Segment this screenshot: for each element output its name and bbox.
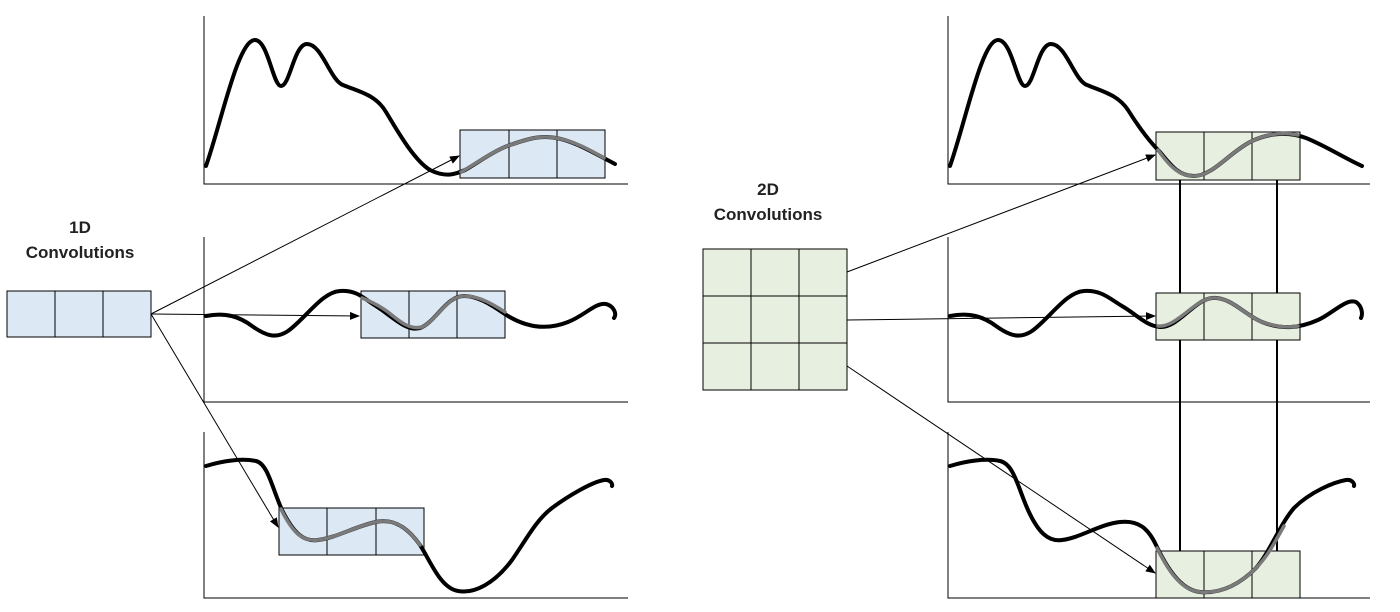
kernel-1d [6, 290, 152, 338]
kernel-2d-cell [750, 295, 800, 344]
window-1d-middle-cell [408, 290, 458, 339]
signal-1d-top-windowed [459, 135, 606, 174]
plot-2d-top [947, 16, 1370, 185]
kernel-2d-cell [798, 248, 848, 297]
plot-1d-top [203, 16, 628, 185]
arrow-1d-to-middle [150, 311, 360, 320]
arrow-1d-to-top [150, 155, 460, 315]
plot-2d-middle [947, 237, 1370, 403]
plot-2d-bottom [947, 432, 1370, 599]
plot-1d-bottom [203, 432, 628, 599]
plot-1d-top-axes [203, 16, 628, 185]
plot-1d-bottom-axes [203, 432, 628, 599]
signal-2d-middle-windowed [1156, 296, 1300, 329]
window-2d-middle-cell [1251, 292, 1301, 341]
kernel-2d-cell [702, 342, 752, 391]
arrow-2d-to-top [846, 154, 1156, 273]
kernel-1d-cell [102, 290, 152, 338]
plot-2d-middle-axes [947, 237, 1370, 403]
kernel-2d [702, 248, 848, 391]
window-2d-top-cell [1251, 131, 1301, 181]
panel-1d: 1D Convolutions [6, 16, 628, 599]
kernel-2d-cell [702, 248, 752, 297]
panel-2d: 2D Convolutions [702, 16, 1370, 599]
kernel-1d-cell [54, 290, 104, 338]
window-2d-bottom-cell [1251, 550, 1301, 599]
conv1d-title-line2: Convolutions [26, 243, 135, 262]
arrow-1d-to-bottom [150, 313, 279, 528]
signal-1d-middle-windowed [360, 294, 507, 330]
window-1d-bottom-cell [375, 507, 425, 556]
kernel-2d-cell [702, 295, 752, 344]
kernel-1d-cell [6, 290, 56, 338]
conv1d-title-line1: 1D [69, 218, 91, 237]
plot-1d-middle [203, 237, 628, 403]
signal-2d-top-windowed [1156, 131, 1300, 178]
arrow-2d-to-middle [846, 312, 1156, 321]
signal-1d-bottom-windowed [279, 507, 422, 547]
kernel-2d-cell [798, 342, 848, 391]
arrow-2d-to-bottom [846, 365, 1156, 574]
signal-2d-bottom-windowed [1155, 524, 1286, 594]
signal-1d-bottom [204, 457, 615, 594]
kernel-2d-cell [798, 295, 848, 344]
conv2d-title-line2: Convolutions [714, 205, 823, 224]
kernel-2d-cell [750, 342, 800, 391]
plot-2d-top-axes [947, 16, 1370, 185]
kernel-2d-cell [750, 248, 800, 297]
conv2d-title-line1: 2D [757, 180, 779, 199]
